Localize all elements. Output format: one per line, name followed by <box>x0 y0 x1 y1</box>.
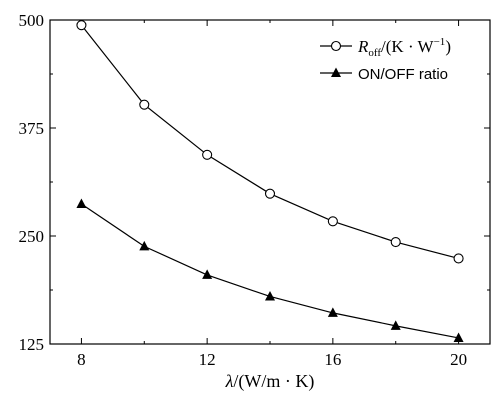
series-line-roff <box>80 24 459 260</box>
legend-marker-onoff <box>331 67 341 77</box>
legend-label-onoff: ON/OFF ratio <box>358 66 448 83</box>
data-point-onoff <box>202 269 213 279</box>
data-point-onoff <box>139 240 150 251</box>
legend-roff-main: R <box>357 37 369 56</box>
x-tick-label: 8 <box>77 350 86 369</box>
data-point-onoff <box>327 307 338 317</box>
series-line-onoff <box>81 203 459 339</box>
y-tick-label: 250 <box>19 227 45 246</box>
data-point-roff <box>76 20 87 31</box>
y-tick-label: 500 <box>19 11 45 30</box>
legend-roff-rest: /(K · W <box>381 37 435 56</box>
x-axis-unit: /(W/m · K) <box>233 371 314 392</box>
y-axis-ticks: 125 250 375 500 <box>19 11 490 354</box>
y-tick-label: 125 <box>19 335 45 354</box>
x-axis-ticks: 8 12 16 20 <box>77 20 467 369</box>
x-tick-label: 20 <box>450 350 467 369</box>
legend-marker-roff <box>330 40 342 52</box>
data-point-onoff <box>390 320 401 330</box>
x-tick-label: 16 <box>324 350 341 369</box>
data-point-roff <box>453 253 464 264</box>
legend-label-roff: Roff/(K · W−1) <box>357 36 451 59</box>
data-point-roff <box>327 216 338 227</box>
x-tick-label: 12 <box>199 350 216 369</box>
data-point-roff <box>264 188 276 199</box>
data-point-onoff <box>265 290 275 301</box>
legend-roff-sup: −1 <box>434 36 446 48</box>
data-point-roff <box>390 236 401 248</box>
legend: Roff/(K · W−1) ON/OFF ratio <box>320 36 451 83</box>
data-point-onoff <box>453 332 464 342</box>
legend-roff-close: ) <box>445 37 451 56</box>
x-axis-variable: λ <box>225 371 234 391</box>
x-axis-title: λ/(W/m · K) <box>225 371 315 392</box>
data-point-roff <box>202 149 213 160</box>
series-layer <box>76 20 464 342</box>
y-tick-label: 375 <box>19 119 45 138</box>
data-point-onoff <box>76 198 87 209</box>
legend-roff-sub: off <box>368 47 381 59</box>
data-point-roff <box>139 99 150 110</box>
